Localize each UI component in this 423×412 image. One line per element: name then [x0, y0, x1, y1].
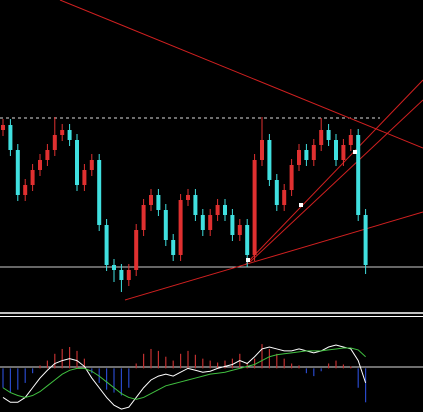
candle-body — [119, 270, 124, 280]
candle-body — [186, 195, 190, 200]
candle-body — [282, 190, 287, 205]
candle-body — [45, 150, 50, 160]
candle-body — [82, 170, 87, 185]
candle-body — [38, 160, 42, 170]
candle-body — [348, 135, 353, 145]
candle-body — [237, 225, 242, 235]
trend-line — [249, 99, 423, 263]
trend-line — [244, 79, 423, 266]
candle-body — [363, 215, 368, 265]
candle-body — [326, 130, 331, 140]
candle-body — [163, 210, 168, 240]
candle-body — [149, 195, 153, 205]
candle-body — [245, 225, 250, 255]
candle-body — [230, 215, 235, 235]
candle-body — [223, 205, 227, 215]
candle-body — [267, 140, 272, 180]
candle-body — [304, 150, 309, 160]
candle-body — [75, 140, 79, 185]
candle-body — [89, 160, 94, 170]
candle-body — [208, 215, 213, 230]
candle-body — [104, 225, 109, 265]
candle-body — [274, 180, 279, 205]
candle-body — [200, 215, 205, 230]
indicator-line — [2, 344, 367, 410]
candle-body — [52, 135, 57, 150]
candle-body — [97, 160, 102, 225]
candle-body — [319, 130, 324, 145]
candle-body — [341, 145, 346, 160]
candle-body — [8, 125, 13, 150]
anchor-point — [246, 258, 250, 262]
indicator-line — [2, 347, 366, 400]
candle-body — [334, 140, 338, 160]
candle-body — [60, 130, 65, 135]
candle-body — [178, 200, 183, 255]
candle-body — [252, 160, 257, 255]
candle-body — [193, 195, 198, 215]
candle-body — [30, 170, 35, 185]
candle-body — [126, 270, 131, 280]
trend-line — [124, 211, 423, 301]
candle-body — [23, 185, 28, 195]
candle-body — [112, 265, 116, 270]
candle-body — [156, 195, 161, 210]
candle-body — [297, 150, 301, 165]
candle-body — [215, 205, 220, 215]
anchor-point — [353, 150, 357, 154]
candle-body — [260, 140, 264, 160]
candle-body — [67, 130, 72, 140]
candle-body — [311, 145, 316, 160]
candle-body — [141, 205, 146, 230]
candle-body — [134, 230, 139, 270]
anchor-point — [299, 203, 303, 207]
trend-line — [59, 0, 423, 149]
candle-body — [15, 150, 20, 195]
candle-body — [1, 125, 5, 130]
candle-body — [289, 165, 294, 190]
candle-body — [356, 135, 361, 215]
candle-body — [171, 240, 176, 255]
